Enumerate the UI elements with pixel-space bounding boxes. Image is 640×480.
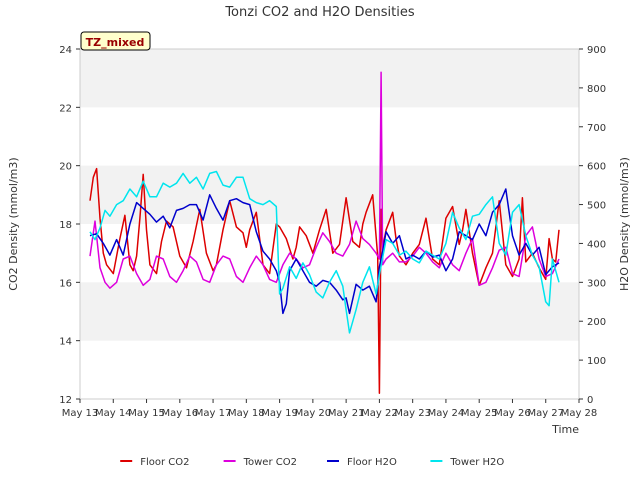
shaded-band-0 (80, 282, 579, 341)
y-right-tick-label: 0 (587, 395, 593, 406)
x-axis-label: Time (551, 423, 579, 436)
tz-badge-label: TZ_mixed (86, 36, 145, 49)
x-tick-label: May 20 (295, 408, 332, 419)
y-right-tick-label: 900 (587, 45, 606, 56)
y-right-tick-label: 100 (587, 356, 606, 367)
x-tick-label: May 19 (261, 408, 298, 419)
y-right-tick-label: 600 (587, 162, 606, 173)
tz-badge: TZ_mixed (80, 31, 151, 51)
shaded-band-1 (80, 165, 579, 224)
y-right-tick-label: 300 (587, 278, 606, 289)
y-right-tick-label: 400 (587, 239, 606, 250)
series-layer (89, 71, 560, 394)
chart-title: Tonzi CO2 and H2O Densities (224, 5, 415, 20)
y-right-tick-label: 200 (587, 317, 606, 328)
legend-label-tower-h2o: Tower H2O (449, 457, 504, 468)
x-tick-label: May 22 (361, 408, 398, 419)
x-tick-label: May 26 (494, 408, 531, 419)
y-axis-right-label: H2O Density (mmol/m3) (618, 157, 631, 291)
x-tick-label: May 17 (195, 408, 232, 419)
y-axis-left: 12 14 16 18 20 22 24 (59, 45, 80, 406)
y-right-tick-label: 800 (587, 84, 606, 95)
x-tick-label: May 21 (328, 408, 365, 419)
x-tick-label: May 24 (428, 408, 465, 419)
y-left-tick-label: 22 (59, 103, 72, 114)
series-line-tower-h2o (89, 170, 560, 334)
y-left-tick-label: 14 (59, 337, 72, 348)
y-left-tick-label: 20 (59, 162, 72, 173)
legend-label-floor-co2: Floor CO2 (140, 457, 189, 468)
shaded-band-2 (80, 49, 579, 108)
y-left-tick-label: 24 (59, 45, 72, 56)
y-axis-right: 0 100 200 300 400 500 600 700 800 900 (579, 45, 606, 406)
x-tick-label: May 15 (128, 408, 165, 419)
tz-badge-box (80, 31, 151, 51)
series-line-floor-h2o (89, 188, 560, 315)
x-tick-label: May 14 (95, 408, 132, 419)
shaded-bands (80, 49, 579, 341)
y-left-tick-label: 16 (59, 278, 72, 289)
x-tick-label: May 25 (461, 408, 498, 419)
x-tick-label: May 28 (561, 408, 598, 419)
x-tick-label: May 18 (228, 408, 265, 419)
x-tick-label: May 23 (394, 408, 431, 419)
legend-label-floor-h2o: Floor H2O (347, 457, 397, 468)
series-line-floor-co2 (89, 167, 560, 394)
y-left-tick-label: 12 (59, 395, 72, 406)
y-left-tick-label: 18 (59, 220, 72, 231)
legend: Floor CO2 Tower CO2 Floor H2O Tower H2O (120, 457, 504, 468)
series-line-tower-co2 (89, 71, 560, 289)
y-right-tick-label: 500 (587, 201, 606, 212)
y-right-tick-label: 700 (587, 123, 606, 134)
y-axis-left-label: CO2 Density (mmol/m3) (7, 157, 20, 290)
x-tick-label: May 13 (62, 408, 99, 419)
legend-label-tower-co2: Tower CO2 (243, 457, 297, 468)
x-tick-label: May 16 (162, 408, 199, 419)
x-tick-label: May 27 (527, 408, 564, 419)
